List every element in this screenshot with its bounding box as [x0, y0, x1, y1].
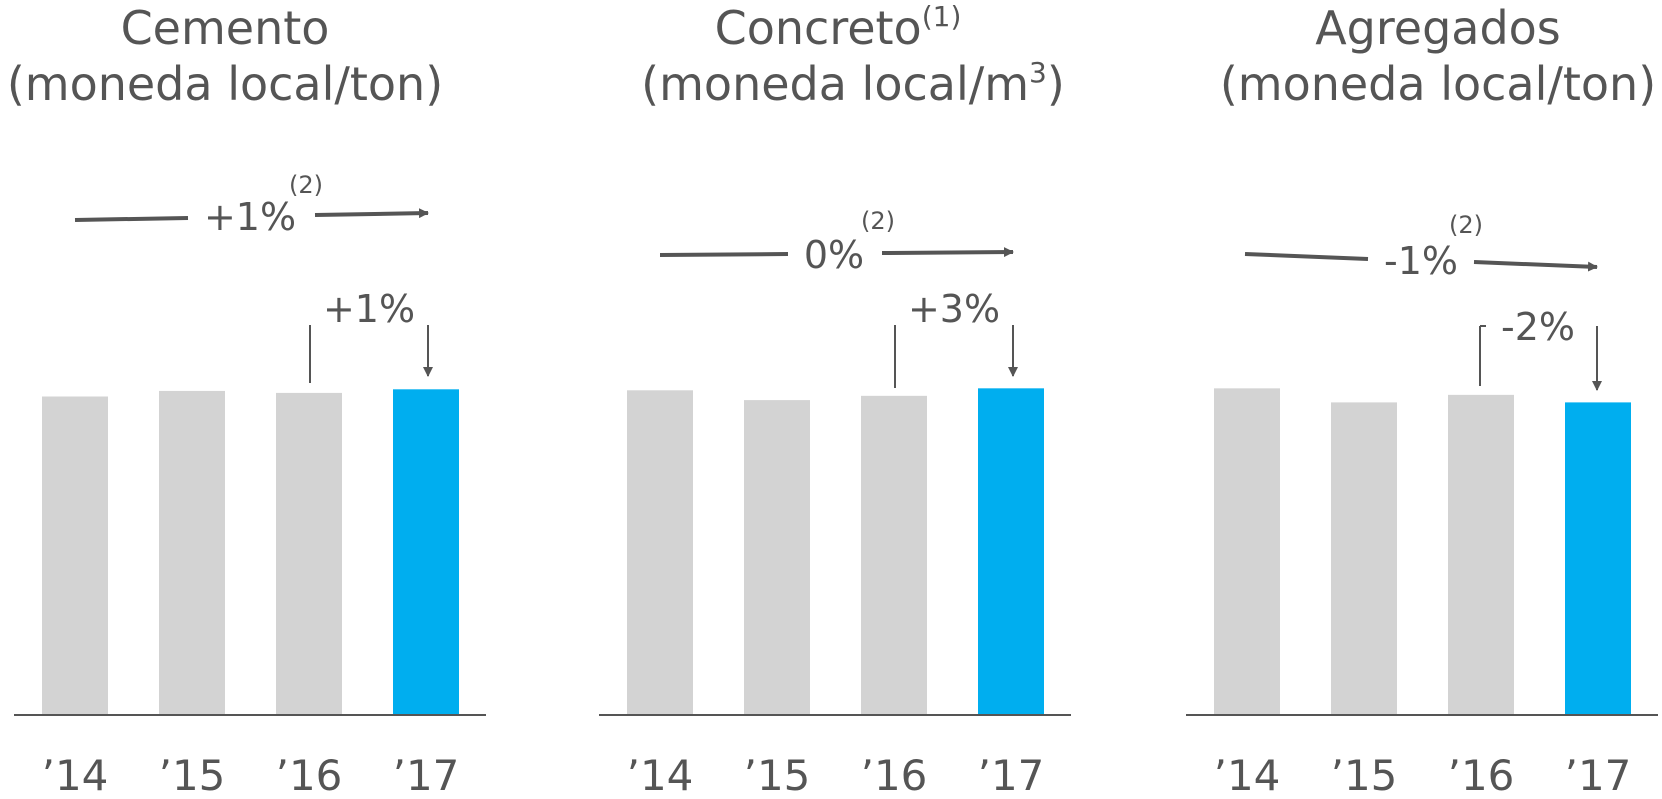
x-tick-label: ’14 — [1214, 751, 1281, 799]
trend-line-left — [1245, 254, 1368, 259]
trend-line-left — [660, 254, 788, 255]
period-change-superscript: (2) — [861, 207, 895, 235]
x-tick-label: ’14 — [627, 751, 694, 799]
bar-14 — [627, 390, 693, 715]
panel-subtitle: (moneda local/ton) — [7, 57, 443, 111]
x-tick-label: ’16 — [276, 751, 343, 799]
bar-group — [42, 389, 459, 715]
period-change-label: 0% — [804, 233, 864, 277]
x-tick-labels: ’14 ’15 ’16 ’17 — [42, 751, 460, 799]
period-change-superscript: (2) — [289, 171, 323, 199]
period-change-label: -1% — [1384, 239, 1458, 283]
panel-title: Concreto(1) — [715, 0, 962, 55]
trend-line-left — [75, 218, 188, 220]
bar-15 — [159, 391, 225, 715]
bar-17 — [978, 388, 1044, 715]
yoy-change-label: +3% — [908, 287, 1000, 331]
period-change-superscript: (2) — [1449, 211, 1483, 239]
yoy-change-label: -2% — [1501, 305, 1575, 349]
x-tick-label: ’14 — [42, 751, 109, 799]
period-change-label: +1% — [204, 195, 296, 239]
bar-17 — [393, 389, 459, 715]
x-tick-label: ’17 — [393, 751, 460, 799]
bar-16 — [861, 396, 927, 715]
x-tick-label: ’17 — [1565, 751, 1632, 799]
bar-16 — [276, 393, 342, 715]
bar-group — [627, 388, 1044, 715]
trend-arrow — [315, 213, 428, 215]
trend-arrow — [1474, 262, 1597, 267]
panel-subtitle: (moneda local/m3) — [641, 56, 1065, 111]
panel-agregados: Agregados (moneda local/ton) -1% (2) -2%… — [1186, 1, 1658, 799]
bar-15 — [1331, 402, 1397, 715]
panel-concreto: Concreto(1) (moneda local/m3) 0% (2) +3%… — [599, 0, 1071, 799]
panel-title: Cemento — [121, 1, 330, 55]
bar-14 — [42, 397, 108, 715]
trend-arrow — [882, 252, 1013, 253]
x-tick-label: ’15 — [1331, 751, 1398, 799]
bar-16 — [1448, 395, 1514, 715]
panel-subtitle: (moneda local/ton) — [1220, 57, 1656, 111]
x-tick-labels: ’14 ’15 ’16 ’17 — [1214, 751, 1632, 799]
x-tick-label: ’15 — [744, 751, 811, 799]
panel-title: Agregados — [1315, 1, 1561, 55]
x-tick-label: ’16 — [1448, 751, 1515, 799]
bar-14 — [1214, 388, 1280, 715]
panel-cemento: Cemento (moneda local/ton) +1% (2) +1% ’… — [7, 1, 486, 799]
x-tick-label: ’17 — [978, 751, 1045, 799]
x-tick-label: ’15 — [159, 751, 226, 799]
yoy-change-label: +1% — [323, 287, 415, 331]
bar-group — [1214, 388, 1631, 715]
x-tick-label: ’16 — [861, 751, 928, 799]
bar-15 — [744, 400, 810, 715]
bar-17 — [1565, 402, 1631, 715]
x-tick-labels: ’14 ’15 ’16 ’17 — [627, 751, 1045, 799]
